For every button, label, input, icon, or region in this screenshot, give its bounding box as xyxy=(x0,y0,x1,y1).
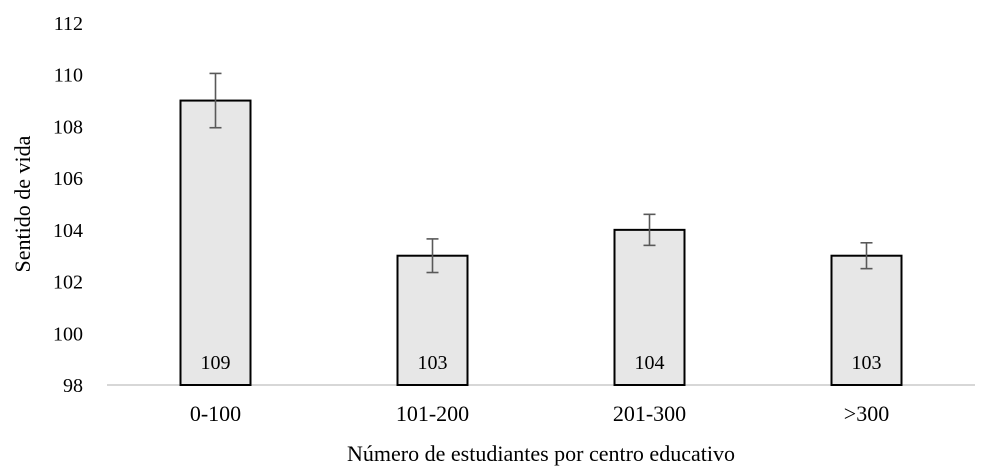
x-category-label: 0-100 xyxy=(190,401,241,426)
y-tick-label: 104 xyxy=(53,220,83,242)
data-labels-group: 109 103 104 103 xyxy=(201,352,882,374)
data-label: 104 xyxy=(635,352,665,374)
y-tick-label: 106 xyxy=(53,168,83,190)
x-category-label: 201-300 xyxy=(613,401,686,426)
y-tick-label: 102 xyxy=(53,272,83,294)
error-bars-group xyxy=(209,72,873,274)
bars-group xyxy=(179,99,903,386)
error-bar xyxy=(209,72,222,129)
x-category-label: 101-200 xyxy=(396,401,469,426)
y-axis-title: Sentido de vida xyxy=(10,135,35,272)
bar-3 xyxy=(613,228,686,386)
y-axis-ticks: 98 100 102 104 106 108 110 112 xyxy=(53,13,83,397)
data-label: 103 xyxy=(418,352,448,374)
y-tick-label: 98 xyxy=(63,375,83,397)
error-bar xyxy=(426,238,439,274)
data-label: 103 xyxy=(852,352,882,374)
x-axis-title: Número de estudiantes por centro educati… xyxy=(347,441,735,466)
y-tick-label: 112 xyxy=(54,13,83,35)
bar-1 xyxy=(179,99,252,386)
y-tick-label: 100 xyxy=(53,323,83,345)
y-tick-label: 110 xyxy=(54,65,83,87)
error-bar xyxy=(860,241,873,270)
x-category-label: >300 xyxy=(844,401,889,426)
error-bar xyxy=(643,213,656,247)
bar-2 xyxy=(396,254,469,386)
x-axis-categories: 0-100 101-200 201-300 >300 xyxy=(190,401,889,426)
data-label: 109 xyxy=(201,352,231,374)
y-tick-label: 108 xyxy=(53,116,83,138)
